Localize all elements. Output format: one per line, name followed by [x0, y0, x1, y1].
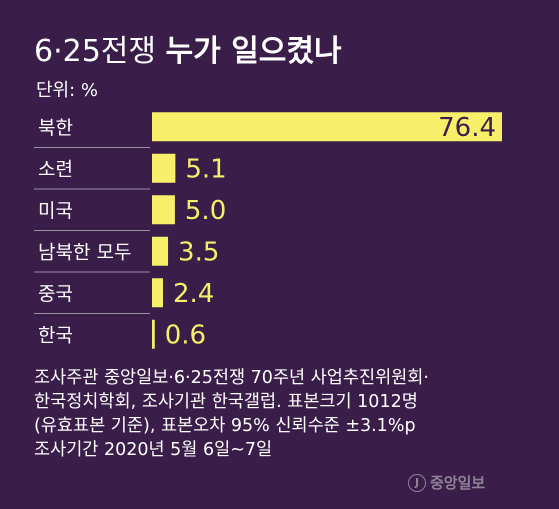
brand-mark-icon: J: [408, 473, 426, 492]
value-label: 5.1: [185, 154, 226, 184]
bar: [152, 195, 175, 225]
value-label: 0.6: [165, 320, 206, 350]
chart-title: 6·25전쟁 누가 일으켰나: [34, 34, 342, 70]
category-label: 미국: [38, 200, 73, 222]
value-label: 5.0: [185, 196, 226, 226]
brand-name: 중앙일보: [430, 474, 486, 492]
brand-logo: J 중앙일보: [408, 472, 485, 493]
bar: [152, 153, 176, 183]
footnote-line-1: 조사주관 중앙일보·6·25전쟁 70주년 사업추진위원회·: [34, 368, 429, 388]
category-label: 남북한 모두: [38, 241, 131, 263]
category-label: 소련: [38, 158, 73, 180]
bar: [152, 319, 155, 349]
bar: [152, 112, 502, 142]
bar: [152, 278, 163, 308]
category-label: 한국: [38, 324, 73, 346]
value-label: 76.4: [438, 113, 496, 143]
value-label: 3.5: [178, 237, 219, 267]
chart-title-emphasis: 누가 일으켰나: [165, 34, 342, 69]
footnote-line-2: 한국정치학회, 조사기관 한국갤럽. 표본크기 1012명: [34, 392, 418, 412]
value-label: 2.4: [173, 279, 214, 309]
unit-label: 단위: %: [36, 80, 99, 101]
chart-title-prefix: 6·25전쟁: [34, 34, 156, 69]
footnote-line-3: (유효표본 기준), 표본오차 95% 신뢰수준 ±3.1%p: [34, 416, 416, 436]
footnote-line-4: 조사기간 2020년 5월 6일~7일: [34, 440, 273, 460]
category-label: 중국: [38, 283, 73, 305]
footnote: 조사주관 중앙일보·6·25전쟁 70주년 사업추진위원회· 한국정치학회, 조…: [34, 366, 544, 462]
bar: [152, 236, 169, 266]
category-label: 북한: [38, 117, 73, 139]
